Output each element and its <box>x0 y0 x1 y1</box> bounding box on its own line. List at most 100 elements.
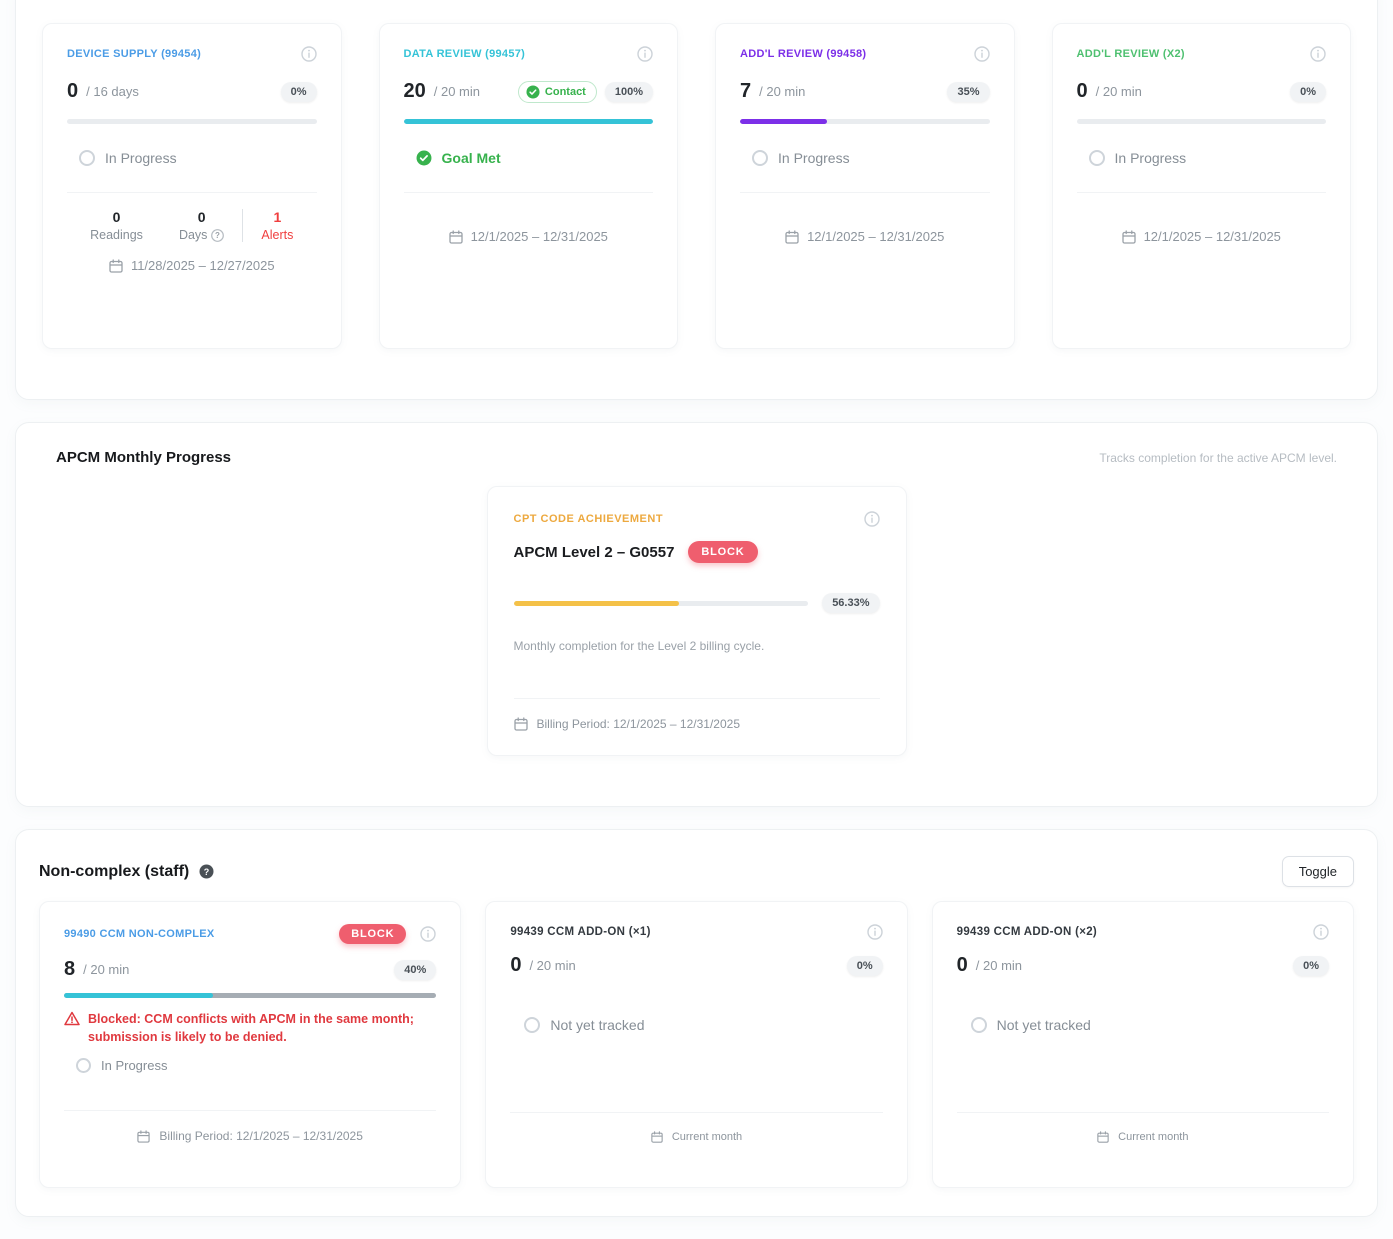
apcm-level-row: APCM Level 2 – G0557 BLOCK <box>514 541 880 563</box>
period-row: Current month <box>956 1112 1329 1143</box>
progress-bar <box>740 119 990 124</box>
check-circle-icon <box>526 84 540 99</box>
block-badge: BLOCK <box>688 541 758 563</box>
date-range-row: 11/28/2025 – 12/27/2025 <box>67 258 317 273</box>
card-device-supply: DEVICE SUPPLY (99454) 0 / 16 days 0% In … <box>42 23 342 349</box>
card-title: DEVICE SUPPLY (99454) <box>67 48 202 60</box>
apcm-subtext: Tracks completion for the active APCM le… <box>1099 450 1337 465</box>
metric-value: 0 <box>510 954 522 976</box>
warning-triangle-icon <box>64 1011 80 1046</box>
card-data-review: DATA REVIEW (99457) 20 / 20 min Contact … <box>378 23 678 349</box>
info-icon[interactable] <box>1310 46 1326 62</box>
percent-badge: 35% <box>947 81 990 102</box>
metric-target: / 20 min <box>433 84 480 99</box>
billing-period-row: Billing Period: 12/1/2025 – 12/31/2025 <box>513 698 880 731</box>
card-header: CPT CODE ACHIEVEMENT <box>514 511 880 527</box>
percent-badge: 40% <box>394 959 437 980</box>
info-icon[interactable] <box>1313 924 1329 940</box>
progress-bar <box>67 119 317 124</box>
status-row: In Progress <box>752 150 990 166</box>
stat-label: Days ? <box>178 228 225 242</box>
metric-target: / 20 min <box>83 962 130 977</box>
value-row: 7 / 20 min 35% <box>740 80 990 103</box>
apcm-panel-header: APCM Monthly Progress Tracks completion … <box>56 449 1337 466</box>
billing-period: Billing Period: 12/1/2025 – 12/31/2025 <box>159 1129 363 1143</box>
goal-status-row: Goal Met <box>416 150 654 166</box>
info-icon[interactable] <box>637 46 653 62</box>
question-icon[interactable]: ? <box>211 228 225 242</box>
billing-period: Billing Period: 12/1/2025 – 12/31/2025 <box>536 717 741 731</box>
info-icon[interactable] <box>973 46 990 62</box>
stat-value: 0 <box>112 209 121 225</box>
stat-alerts: 1 Alerts <box>242 209 311 242</box>
value-row: 0 / 16 days 0% <box>67 80 317 103</box>
info-icon[interactable] <box>866 924 883 940</box>
percent-badge: 0% <box>1290 81 1326 102</box>
progress-bar <box>403 119 653 124</box>
calendar-icon <box>785 229 799 244</box>
metric-target: / 20 min <box>759 84 806 99</box>
metric-value: 20 <box>403 80 426 102</box>
card-title: 99490 CCM NON-COMPLEX <box>64 928 215 940</box>
svg-text:?: ? <box>204 867 210 877</box>
warning-text: Blocked: CCM conflicts with APCM in the … <box>88 1012 414 1045</box>
card-title: ADD'L REVIEW (X2) <box>1076 48 1185 60</box>
card-ccm-noncomplex: 99490 CCM NON-COMPLEX BLOCK 8 / 20 min 4… <box>39 901 462 1188</box>
metric-value: 7 <box>740 80 752 102</box>
status-label: In Progress <box>105 150 177 166</box>
card-title: 99439 CCM ADD-ON (×2) <box>956 926 1098 938</box>
apcm-level-name: APCM Level 2 – G0557 <box>513 543 675 561</box>
toggle-button[interactable]: Toggle <box>1281 856 1354 887</box>
card-header: ADD'L REVIEW (99458) <box>740 46 990 62</box>
stat-label-text: Days <box>178 228 208 242</box>
date-range: 11/28/2025 – 12/27/2025 <box>130 258 275 273</box>
help-icon[interactable]: ? <box>199 864 214 879</box>
ccm-panel: Non-complex (staff) ? Toggle 99490 CCM N… <box>15 829 1378 1217</box>
goal-label: Goal Met <box>441 150 501 166</box>
calendar-icon <box>513 717 528 731</box>
progress-fill <box>64 993 213 998</box>
info-icon[interactable] <box>300 46 317 62</box>
contact-label: Contact <box>544 85 586 98</box>
progress-bar <box>64 993 437 998</box>
value-row: 0 / 20 min 0% <box>957 954 1329 977</box>
metric-target: / 20 min <box>529 958 576 973</box>
vitals-grid: DEVICE SUPPLY (99454) 0 / 16 days 0% In … <box>42 23 1351 349</box>
progress-fill <box>403 119 653 124</box>
metric-value: 0 <box>956 954 968 976</box>
block-badge: BLOCK <box>339 924 407 944</box>
metric-value: 8 <box>64 958 76 980</box>
metric-value: 0 <box>67 80 79 102</box>
metric-target: / 20 min <box>975 958 1023 973</box>
date-range: 12/1/2025 – 12/31/2025 <box>470 229 608 244</box>
status-row: In Progress <box>1088 150 1327 166</box>
card-header: ADD'L REVIEW (X2) <box>1077 46 1327 62</box>
calendar-icon <box>448 229 463 244</box>
status-row: Not yet tracked <box>970 1017 1329 1033</box>
progress-bar <box>513 600 809 606</box>
info-icon[interactable] <box>863 511 880 527</box>
value-row: 0 / 20 min 0% <box>510 954 883 977</box>
percent-badge: 0% <box>1293 955 1329 976</box>
svg-text:?: ? <box>215 231 220 240</box>
calendar-icon <box>1097 1131 1109 1143</box>
percent-badge: 100% <box>604 81 653 102</box>
info-icon[interactable] <box>420 926 437 942</box>
card-ccm-addon-x1: 99439 CCM ADD-ON (×1) 0 / 20 min 0% Not … <box>485 901 908 1188</box>
billing-period-row: Billing Period: 12/1/2025 – 12/31/2025 <box>64 1110 437 1143</box>
ccm-panel-header: Non-complex (staff) ? Toggle <box>39 856 1354 887</box>
status-row: Not yet tracked <box>524 1017 882 1033</box>
status-row: In Progress <box>76 1058 436 1074</box>
apcm-description: Monthly completion for the Level 2 billi… <box>513 639 765 653</box>
metric-target: / 16 days <box>86 84 139 99</box>
calendar-icon <box>109 258 123 273</box>
date-range: 12/1/2025 – 12/31/2025 <box>807 229 945 244</box>
stat-readings: 0 Readings <box>72 209 161 242</box>
card-addl-review: ADD'L REVIEW (99458) 7 / 20 min 35% In P… <box>715 23 1015 349</box>
percent-badge: 0% <box>280 81 317 102</box>
stat-value: 1 <box>273 209 282 225</box>
calendar-icon <box>1121 229 1136 244</box>
card-header: DATA REVIEW (99457) <box>404 46 654 62</box>
status-radio-icon <box>752 150 768 166</box>
card-ccm-addon-x2: 99439 CCM ADD-ON (×2) 0 / 20 min 0% Not … <box>931 901 1354 1188</box>
